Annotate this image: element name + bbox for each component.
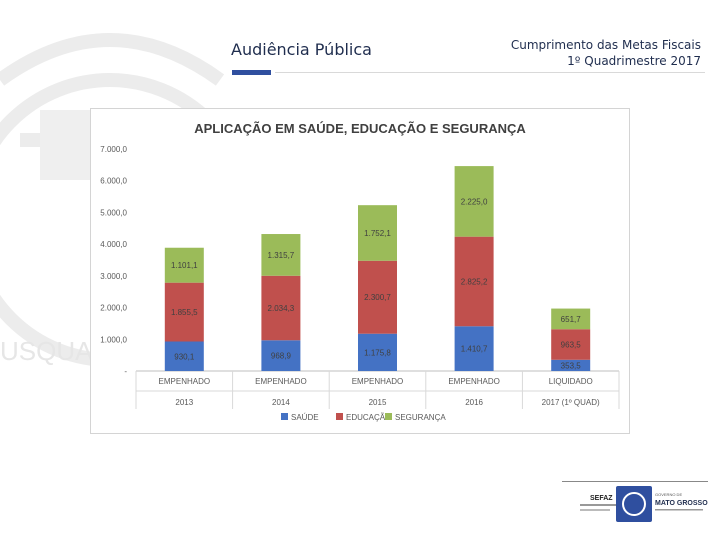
data-label: 2.300,7 <box>364 293 391 302</box>
y-tick-label: 3.000,0 <box>100 272 127 281</box>
bar-segment <box>358 333 397 371</box>
legend-label: SAÚDE <box>291 413 319 422</box>
y-tick-label: 7.000,0 <box>100 145 127 154</box>
data-label: 1.410,7 <box>461 345 488 354</box>
gov-logo-line1: GOVERNO DE <box>655 492 682 497</box>
x-group-label: 2013 <box>175 398 193 407</box>
bar-segment <box>164 341 204 371</box>
x-group-label: 2014 <box>272 398 290 407</box>
bar-segment <box>164 247 204 283</box>
data-label: 2.225,0 <box>461 197 488 206</box>
chart-title: APLICAÇÃO EM SAÚDE, EDUCAÇÃO E SEGURANÇA <box>194 121 526 136</box>
x-category-label: EMPENHADO <box>448 377 500 386</box>
x-category-label: EMPENHADO <box>352 377 404 386</box>
bar-segment <box>454 166 494 237</box>
report-subtitle-line1: Cumprimento das Metas Fiscais <box>510 38 701 52</box>
bar-segment <box>358 260 397 334</box>
footer-divider <box>562 481 708 482</box>
bar-segment <box>261 340 301 371</box>
data-label: 353,5 <box>561 361 582 370</box>
y-tick-label: 4.000,0 <box>100 240 127 249</box>
data-label: 930,1 <box>174 352 195 361</box>
data-label: 2.825,2 <box>461 277 488 286</box>
page-title: Audiência Pública <box>231 40 372 59</box>
y-tick-label: 2.000,0 <box>100 304 127 313</box>
y-tick-label: 1.000,0 <box>100 335 127 344</box>
y-tick-label: 6.000,0 <box>100 177 127 186</box>
data-label: 2.034,3 <box>268 304 295 313</box>
coat-of-arms-ring <box>622 492 646 516</box>
x-category-label: EMPENHADO <box>255 377 307 386</box>
x-group-label: 2017 (1º QUAD) <box>542 398 600 407</box>
stacked-bar-chart: APLICAÇÃO EM SAÚDE, EDUCAÇÃO E SEGURANÇA… <box>100 121 620 422</box>
bar-segment <box>551 359 591 371</box>
sefaz-logo-text: SEFAZ <box>590 495 613 502</box>
data-label: 1.175,8 <box>364 348 391 357</box>
bar-segment <box>454 326 494 371</box>
bar-segment <box>358 205 397 261</box>
y-tick-label: - <box>124 367 127 376</box>
legend-label: EDUCAÇÃO <box>346 413 391 422</box>
data-label: 968,9 <box>271 352 292 361</box>
data-label: 1.752,1 <box>364 229 391 238</box>
legend-swatch <box>336 413 343 420</box>
gov-logo-underline <box>655 509 703 511</box>
data-label: 1.855,5 <box>171 308 198 317</box>
bar-segment <box>164 282 204 342</box>
legend-swatch <box>385 413 392 420</box>
data-label: 651,7 <box>561 315 582 324</box>
x-category-label: EMPENHADO <box>159 377 211 386</box>
legend-label: SEGURANÇA <box>395 413 446 422</box>
y-tick-label: 5.000,0 <box>100 208 127 217</box>
bar-segment <box>261 275 301 341</box>
gov-logo-line2: MATO GROSSO <box>655 500 708 507</box>
title-accent-bar <box>232 70 271 75</box>
x-category-label: LIQUIDADO <box>549 377 593 386</box>
data-label: 1.101,1 <box>171 261 198 270</box>
bar-segment <box>551 329 591 360</box>
sefaz-logo-line <box>580 509 610 511</box>
bar-segment <box>261 234 301 276</box>
bar-segment <box>454 236 494 327</box>
x-group-label: 2015 <box>369 398 387 407</box>
report-subtitle-line2: 1º Quadrimestre 2017 <box>567 54 701 68</box>
header-divider <box>275 72 705 73</box>
x-group-label: 2016 <box>465 398 483 407</box>
footer-logos: SEFAZ GOVERNO DE MATO GROSSO <box>580 486 708 522</box>
state-coat-of-arms-icon <box>616 486 652 522</box>
chart-panel: APLICAÇÃO EM SAÚDE, EDUCAÇÃO E SEGURANÇA… <box>90 108 630 434</box>
legend-swatch <box>281 413 288 420</box>
data-label: 1.315,7 <box>268 251 295 260</box>
sefaz-logo-line <box>580 504 616 506</box>
data-label: 963,5 <box>561 341 582 350</box>
report-subtitle: Cumprimento das Metas Fiscais 1º Quadrim… <box>511 37 701 69</box>
bar-segment <box>551 308 591 330</box>
